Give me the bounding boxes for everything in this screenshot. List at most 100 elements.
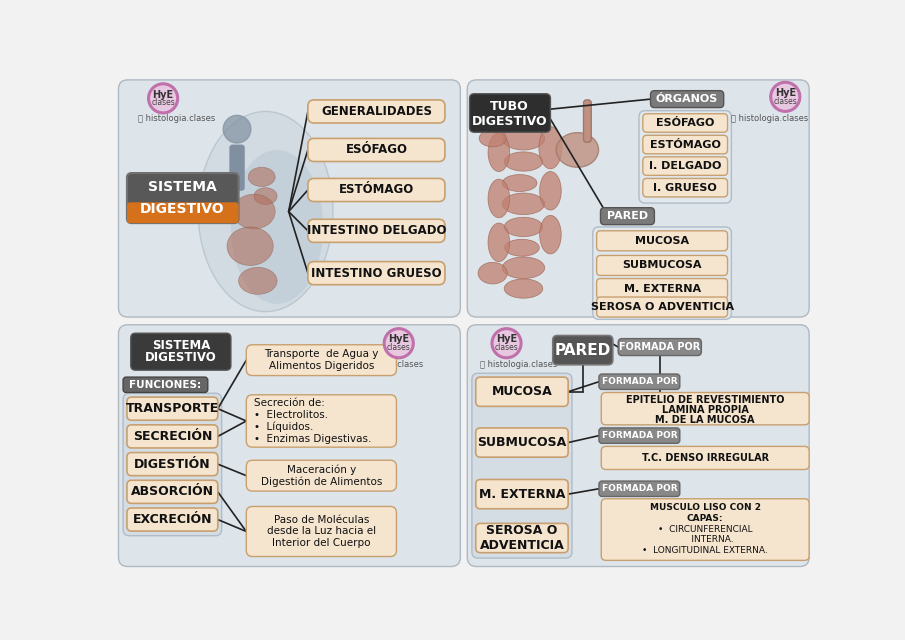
- Text: SISTEMA: SISTEMA: [148, 180, 217, 194]
- FancyBboxPatch shape: [643, 114, 728, 132]
- Ellipse shape: [539, 216, 561, 254]
- Text: ⓘ histologia.clases: ⓘ histologia.clases: [731, 114, 808, 123]
- Text: INTERNA.: INTERNA.: [677, 535, 734, 544]
- Text: ESÓFAGO: ESÓFAGO: [656, 118, 714, 128]
- Ellipse shape: [254, 188, 277, 205]
- FancyBboxPatch shape: [476, 377, 568, 406]
- FancyBboxPatch shape: [246, 395, 396, 447]
- Ellipse shape: [539, 172, 561, 210]
- Ellipse shape: [480, 130, 506, 147]
- Text: SEROSA O
ADVENTICIA: SEROSA O ADVENTICIA: [480, 524, 565, 552]
- FancyBboxPatch shape: [131, 333, 231, 370]
- FancyBboxPatch shape: [601, 392, 809, 425]
- FancyBboxPatch shape: [127, 452, 218, 476]
- Text: Secreción de:
•  Electrolitos.
•  Líquidos.
•  Enzimas Digestivas.: Secreción de: • Electrolitos. • Líquidos…: [254, 398, 371, 444]
- FancyBboxPatch shape: [467, 324, 809, 566]
- FancyBboxPatch shape: [308, 262, 445, 285]
- FancyBboxPatch shape: [596, 297, 728, 317]
- FancyBboxPatch shape: [651, 91, 724, 108]
- Text: ABSORCIÓN: ABSORCIÓN: [131, 485, 214, 499]
- FancyBboxPatch shape: [246, 345, 396, 376]
- FancyBboxPatch shape: [119, 80, 461, 317]
- Ellipse shape: [488, 223, 510, 262]
- Text: Maceración y
Digestión de Alimentos: Maceración y Digestión de Alimentos: [261, 464, 382, 487]
- Text: ⓘ histologia.clases: ⓘ histologia.clases: [346, 360, 424, 369]
- FancyBboxPatch shape: [593, 227, 731, 319]
- Ellipse shape: [478, 262, 508, 284]
- Circle shape: [224, 115, 251, 143]
- Text: FORMADA POR: FORMADA POR: [619, 342, 700, 352]
- FancyBboxPatch shape: [308, 179, 445, 202]
- Text: MUCOSA: MUCOSA: [491, 385, 552, 398]
- Circle shape: [151, 86, 176, 111]
- Ellipse shape: [488, 133, 510, 172]
- Ellipse shape: [248, 167, 275, 186]
- FancyBboxPatch shape: [308, 100, 445, 123]
- Text: LAMINA PROPIA: LAMINA PROPIA: [662, 405, 748, 415]
- Text: M. EXTERNA: M. EXTERNA: [479, 488, 565, 500]
- FancyBboxPatch shape: [476, 479, 568, 509]
- Ellipse shape: [488, 179, 510, 218]
- Text: EPITELIO DE REVESTIMIENTO: EPITELIO DE REVESTIMIENTO: [626, 395, 785, 405]
- FancyBboxPatch shape: [308, 220, 445, 243]
- Text: FUNCIONES:: FUNCIONES:: [129, 380, 202, 390]
- Text: HyE: HyE: [775, 88, 795, 98]
- Text: SUBMUCOSA: SUBMUCOSA: [623, 260, 702, 271]
- FancyBboxPatch shape: [127, 480, 218, 504]
- Text: ESÓFAGO: ESÓFAGO: [346, 143, 407, 156]
- Text: PARED: PARED: [555, 342, 611, 358]
- FancyBboxPatch shape: [596, 231, 728, 251]
- Ellipse shape: [504, 152, 543, 171]
- FancyBboxPatch shape: [127, 397, 218, 420]
- Text: SUBMUCOSA: SUBMUCOSA: [477, 436, 567, 449]
- FancyBboxPatch shape: [596, 278, 728, 298]
- Text: DIGESTIÓN: DIGESTIÓN: [134, 458, 211, 470]
- FancyBboxPatch shape: [127, 202, 239, 223]
- Ellipse shape: [557, 132, 598, 167]
- FancyBboxPatch shape: [639, 111, 731, 203]
- Circle shape: [148, 83, 178, 114]
- Text: Transporte  de Agua y
Alimentos Digeridos: Transporte de Agua y Alimentos Digeridos: [264, 349, 378, 371]
- Ellipse shape: [504, 218, 543, 237]
- Text: clases: clases: [386, 343, 411, 353]
- FancyBboxPatch shape: [229, 145, 244, 191]
- Text: I. GRUESO: I. GRUESO: [653, 182, 717, 193]
- Text: DIGESTIVO: DIGESTIVO: [140, 202, 224, 216]
- Ellipse shape: [538, 127, 562, 169]
- Text: FORMADA POR: FORMADA POR: [602, 377, 677, 386]
- Circle shape: [773, 84, 797, 109]
- Text: TUBO: TUBO: [491, 100, 529, 113]
- Text: ESTÓMAGO: ESTÓMAGO: [338, 184, 414, 196]
- Text: ESTÓMAGO: ESTÓMAGO: [650, 140, 720, 150]
- Ellipse shape: [502, 193, 545, 214]
- Text: FORMADA POR: FORMADA POR: [602, 431, 677, 440]
- Ellipse shape: [227, 227, 273, 266]
- FancyBboxPatch shape: [643, 157, 728, 175]
- Text: EXCRECIÓN: EXCRECIÓN: [133, 513, 212, 526]
- Text: FORMADA POR: FORMADA POR: [602, 484, 677, 493]
- Text: clases: clases: [774, 97, 797, 106]
- FancyBboxPatch shape: [470, 93, 550, 132]
- Text: INTESTINO DELGADO: INTESTINO DELGADO: [307, 224, 446, 237]
- Text: SEROSA O ADVENTICIA: SEROSA O ADVENTICIA: [591, 302, 734, 312]
- Ellipse shape: [239, 268, 277, 294]
- Text: DIGESTIVO: DIGESTIVO: [472, 115, 548, 128]
- Ellipse shape: [504, 279, 543, 298]
- Ellipse shape: [502, 257, 545, 278]
- FancyBboxPatch shape: [476, 524, 568, 553]
- FancyBboxPatch shape: [119, 324, 461, 566]
- Circle shape: [770, 81, 801, 112]
- Ellipse shape: [231, 150, 323, 304]
- FancyBboxPatch shape: [599, 374, 680, 389]
- FancyBboxPatch shape: [472, 373, 572, 558]
- Text: M. DE LA MUCOSA: M. DE LA MUCOSA: [655, 415, 755, 425]
- Text: MUCOSA: MUCOSA: [635, 236, 689, 246]
- Text: MUSCULO LISO CON 2: MUSCULO LISO CON 2: [650, 504, 761, 513]
- FancyBboxPatch shape: [599, 481, 680, 497]
- FancyBboxPatch shape: [643, 135, 728, 154]
- Text: TRANSPORTE: TRANSPORTE: [126, 402, 219, 415]
- Text: T.C. DENSO IRREGULAR: T.C. DENSO IRREGULAR: [642, 453, 768, 463]
- FancyBboxPatch shape: [123, 393, 222, 536]
- Text: Paso de Moléculas
desde la Luz hacia el
Interior del Cuerpo: Paso de Moléculas desde la Luz hacia el …: [267, 515, 376, 548]
- FancyBboxPatch shape: [127, 508, 218, 531]
